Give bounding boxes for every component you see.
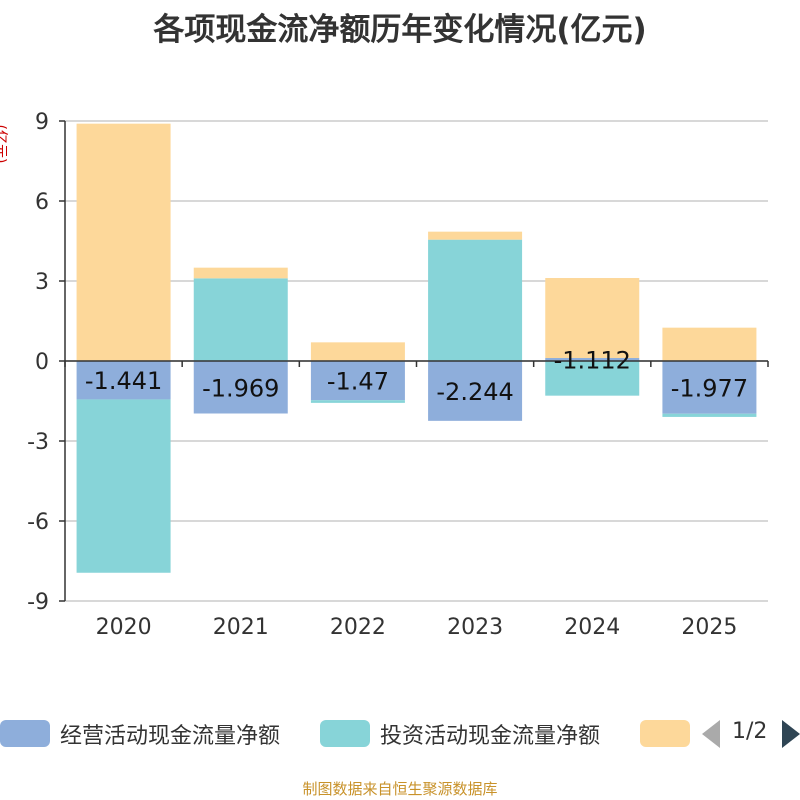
legend-swatch-financing xyxy=(640,720,690,747)
bar-investing-2024 xyxy=(545,361,640,396)
bar-investing-2023 xyxy=(428,239,523,361)
legend-item-financing[interactable] xyxy=(640,716,690,752)
x-tick-label-2022: 2022 xyxy=(330,615,386,640)
legend-item-investing[interactable]: 投资活动现金流量净额 xyxy=(320,716,630,752)
legend-label-operating: 经营活动现金流量净额 xyxy=(60,724,281,749)
y-tick-label: -6 xyxy=(27,510,49,535)
y-tick-label: 0 xyxy=(35,350,49,375)
bar-investing-2022 xyxy=(310,400,405,403)
legend-swatch-investing xyxy=(320,720,370,747)
data-label-operating-2022: -1.47 xyxy=(327,368,389,396)
legend-label-investing: 投资活动现金流量净额 xyxy=(380,724,601,749)
x-tick-label-2020: 2020 xyxy=(96,615,152,640)
y-tick-label: -3 xyxy=(27,430,49,455)
data-label-operating-2024: -1.112 xyxy=(554,347,631,375)
data-label-operating-2020: -1.441 xyxy=(85,367,162,395)
bar-financing-2021 xyxy=(193,267,288,279)
legend-pager: 1/2 xyxy=(702,716,800,752)
data-source-footer: 制图数据来自恒生聚源数据库 xyxy=(302,780,498,798)
bar-financing-2025 xyxy=(662,327,757,361)
x-tick-label-2025: 2025 xyxy=(681,615,737,640)
bar-operating-2025 xyxy=(662,361,757,414)
legend: 经营活动现金流量净额 投资活动现金流量净额 1/2 xyxy=(0,716,800,752)
bar-financing-2020 xyxy=(76,123,171,362)
x-tick-label-2024: 2024 xyxy=(564,615,620,640)
legend-item-operating[interactable]: 经营活动现金流量净额 xyxy=(0,716,310,752)
chart-canvas: 9 6 3 0 -3 -6 -9 2020 2021 2022 2023 2024 2025 -1.441… xyxy=(27,110,769,640)
bar-operating-2021 xyxy=(193,361,288,414)
bar-financing-2023 xyxy=(428,231,523,240)
bar-investing-2025 xyxy=(662,413,757,417)
y-tick-label: 6 xyxy=(35,190,49,215)
bar-operating-2020 xyxy=(76,361,171,400)
legend-swatch-operating xyxy=(0,720,50,747)
y-tick-label: -9 xyxy=(27,590,49,615)
y-tick-label: 3 xyxy=(35,270,49,295)
bar-operating-2023 xyxy=(428,361,523,421)
bar-investing-2020 xyxy=(76,399,171,573)
bar-investing-2021 xyxy=(193,278,288,361)
x-tick-label-2021: 2021 xyxy=(213,615,269,640)
y-tick-label: 9 xyxy=(35,110,49,135)
bar-financing-2022 xyxy=(310,342,405,361)
legend-next-page-icon[interactable] xyxy=(782,720,800,748)
bar-financing-2024 xyxy=(545,278,640,359)
data-label-operating-2023: -2.244 xyxy=(436,378,513,406)
legend-page-indicator: 1/2 xyxy=(732,719,768,744)
data-label-operating-2021: -1.969 xyxy=(202,374,279,402)
bar-operating-2022 xyxy=(310,361,405,401)
data-label-operating-2025: -1.977 xyxy=(671,374,748,402)
bar-operating-2024 xyxy=(545,358,640,361)
x-tick-label-2023: 2023 xyxy=(447,615,503,640)
chart-title: 各项现金流净额历年变化情况(亿元) xyxy=(153,12,647,48)
legend-prev-page-icon[interactable] xyxy=(702,720,720,748)
